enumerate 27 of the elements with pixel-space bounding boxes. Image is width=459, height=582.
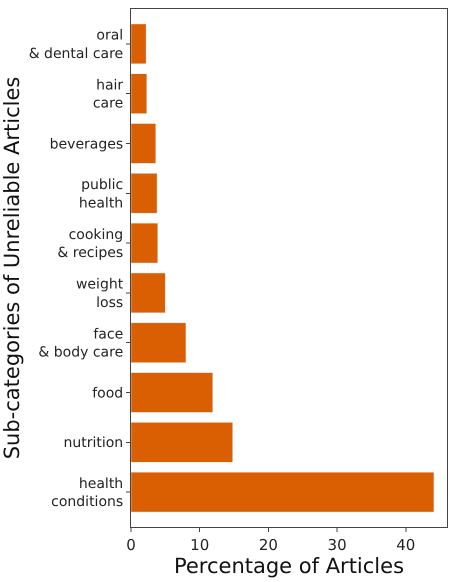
- y-tick-label: oral & dental care: [28, 28, 124, 62]
- y-tick-label: nutrition: [63, 435, 124, 452]
- x-tick-label: 10: [190, 536, 210, 554]
- bar: [131, 74, 148, 114]
- y-tick-label: beverages: [50, 136, 124, 152]
- bar: [131, 472, 434, 512]
- y-axis-title: Sub-categories of Unreliable Articles: [0, 76, 24, 460]
- x-tick-label: 40: [396, 536, 416, 554]
- bar: [131, 123, 156, 164]
- bar: [131, 24, 146, 64]
- y-tick-label: hair care: [92, 77, 124, 112]
- bar: [131, 173, 158, 214]
- x-tick-label: 20: [258, 536, 278, 554]
- bar: [131, 322, 186, 363]
- bar: [131, 372, 213, 413]
- y-tick-label: public health: [78, 177, 124, 212]
- y-tick-label: food: [92, 385, 124, 402]
- y-tick-label: weight loss: [76, 276, 124, 311]
- bar: [131, 422, 233, 462]
- bar: [131, 272, 166, 314]
- y-tick-label: face & body care: [38, 326, 124, 361]
- bar: [131, 222, 158, 264]
- x-tick-label: 30: [328, 536, 347, 554]
- x-axis-title: Percentage of Articles: [174, 554, 404, 578]
- y-tick-label: health conditions: [51, 476, 124, 510]
- y-tick-label: cooking & recipes: [57, 226, 124, 262]
- x-tick-label: 0: [126, 536, 136, 554]
